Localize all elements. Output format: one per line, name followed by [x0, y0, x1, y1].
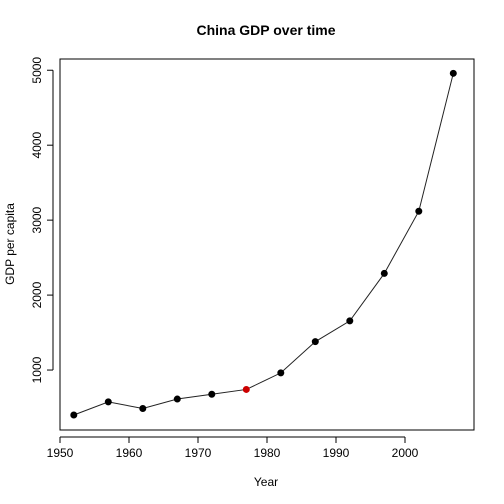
y-tick-label: 5000 — [30, 57, 44, 84]
x-tick-label: 2000 — [392, 446, 419, 460]
data-point — [449, 69, 457, 77]
data-point — [380, 269, 388, 277]
data-point — [173, 395, 181, 403]
x-axis-label: Year — [254, 475, 278, 489]
data-point — [415, 207, 423, 215]
chart-title: China GDP over time — [196, 22, 335, 38]
x-tick-label: 1970 — [185, 446, 212, 460]
y-tick-label: 3000 — [30, 206, 44, 233]
x-tick-label: 1950 — [47, 446, 74, 460]
y-tick-label: 2000 — [30, 281, 44, 308]
y-axis: 1000 2000 3000 4000 5000 — [30, 57, 54, 383]
data-point — [70, 411, 78, 419]
data-point — [346, 317, 354, 325]
x-tick-label: 1980 — [254, 446, 281, 460]
x-tick-label: 1960 — [116, 446, 143, 460]
data-point — [277, 369, 285, 377]
series-line — [73, 73, 454, 416]
data-point — [311, 338, 319, 346]
x-axis: 1950 1960 1970 1980 1990 2000 — [47, 436, 419, 460]
y-tick-label: 4000 — [30, 132, 44, 159]
data-point — [208, 390, 216, 398]
data-points — [70, 69, 457, 419]
y-tick-label: 1000 — [30, 356, 44, 383]
highlighted-data-point — [242, 385, 250, 393]
x-tick-label: 1990 — [323, 446, 350, 460]
data-point — [139, 404, 147, 412]
data-point — [104, 398, 112, 406]
y-axis-label: GDP per capita — [3, 203, 17, 285]
plot-area — [59, 58, 475, 431]
